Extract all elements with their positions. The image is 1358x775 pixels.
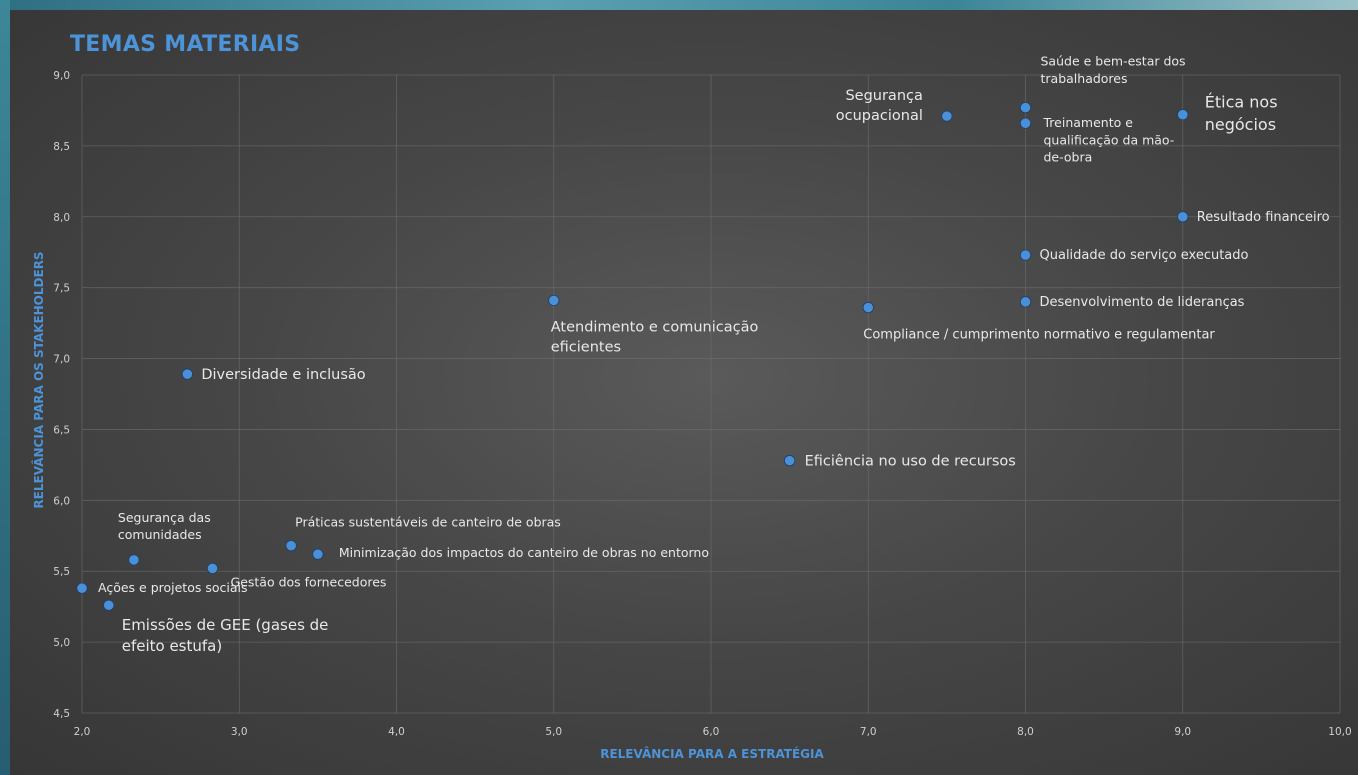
data-point-label: Saúde e bem-estar dos trabalhadores	[1041, 54, 1186, 86]
data-point-marker	[548, 294, 560, 307]
x-tick-label: 8,0	[1017, 726, 1034, 738]
y-tick-label: 6,0	[53, 495, 70, 507]
y-tick-label: 7,5	[53, 283, 70, 295]
data-point-marker	[1019, 117, 1032, 129]
background-frame-top	[0, 0, 1358, 10]
data-point-label: Resultado financeiro	[1197, 210, 1330, 225]
x-tick-label: 7,0	[860, 726, 877, 738]
data-point-label: Segurança das comunidades	[118, 510, 211, 542]
y-tick-label: 9,0	[53, 70, 70, 82]
data-point-marker	[1177, 211, 1189, 223]
data-point-label: Emissões de GEE (gases de efeito estufa)	[122, 616, 329, 655]
data-point-label: Diversidade e inclusão	[201, 367, 365, 383]
y-tick-label: 5,0	[53, 637, 70, 649]
data-point-label: Ações e projetos sociais	[98, 580, 248, 595]
data-point-marker	[1019, 102, 1032, 114]
y-tick-label: 8,0	[53, 212, 70, 224]
x-tick-label: 5,0	[545, 726, 562, 738]
background-frame-left	[0, 0, 10, 775]
data-point-label: Atendimento e comunicação eficientes	[551, 319, 759, 355]
data-point-marker	[1177, 109, 1189, 121]
data-point-label: Eficiência no uso de recursos	[805, 454, 1016, 470]
data-point-label: Segurança ocupacional	[836, 88, 923, 124]
data-point-marker	[941, 110, 953, 122]
x-tick-label: 4,0	[388, 726, 405, 738]
y-axis-title: RELEVÂNCIA PARA OS STAKEHOLDERS	[31, 251, 46, 508]
data-point-marker	[103, 599, 115, 611]
data-point-label: Minimização dos impactos do canteiro de …	[339, 545, 709, 560]
y-tick-label: 6,5	[53, 424, 70, 436]
y-tick-label: 5,5	[53, 566, 70, 578]
y-tick-label: 7,0	[53, 354, 70, 366]
data-point-marker	[862, 301, 874, 314]
data-point-label: Treinamento e qualificação da mão-de-obra	[1043, 115, 1175, 164]
data-point-marker	[312, 548, 324, 560]
data-point-marker	[1019, 249, 1032, 261]
data-point-marker	[206, 562, 219, 574]
data-point-label: Gestão dos fornecedores	[231, 574, 387, 589]
data-point-marker	[128, 554, 140, 566]
data-point-label: Práticas sustentáveis de canteiro de obr…	[295, 515, 561, 530]
data-point-label: Compliance / cumprimento normativo e reg…	[863, 328, 1215, 343]
data-point-marker	[784, 455, 796, 467]
data-point-label: Ética nos negócios	[1205, 93, 1278, 134]
chart-title: TEMAS MATERIAIS	[70, 32, 301, 57]
data-point-label: Qualidade do serviço executado	[1040, 248, 1249, 263]
data-point-marker	[76, 582, 88, 594]
y-tick-label: 8,5	[53, 141, 70, 153]
y-tick-label: 4,5	[53, 708, 70, 720]
data-point-label: Desenvolvimento de lideranças	[1040, 295, 1245, 310]
data-point-marker	[1019, 296, 1032, 308]
data-point-marker	[181, 368, 193, 380]
data-point-marker	[285, 540, 297, 552]
x-tick-label: 6,0	[703, 726, 720, 738]
chart-panel	[10, 10, 1358, 775]
x-tick-label: 2,0	[74, 726, 91, 738]
x-tick-label: 3,0	[231, 726, 248, 738]
x-tick-label: 10,0	[1328, 726, 1351, 738]
x-tick-label: 9,0	[1174, 726, 1191, 738]
x-axis-title: RELEVÂNCIA PARA A ESTRATÉGIA	[600, 746, 824, 761]
